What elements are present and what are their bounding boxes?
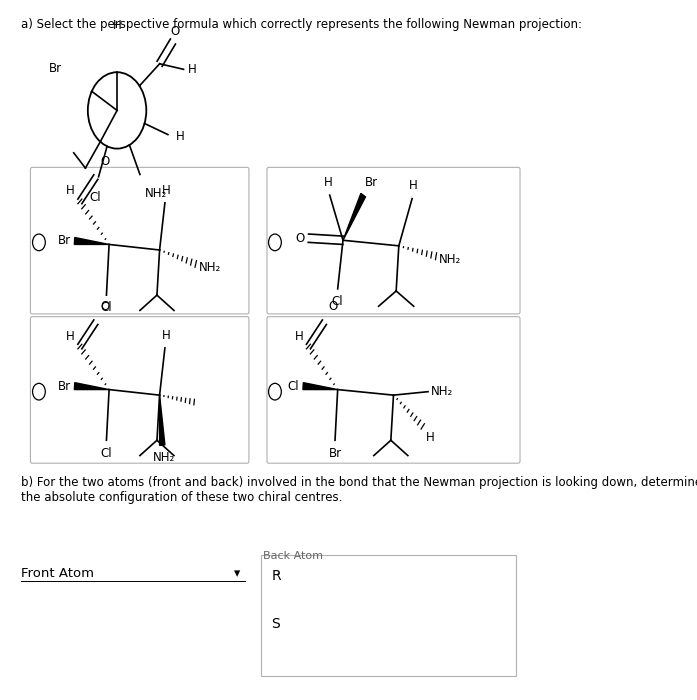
Text: H: H [323,176,332,189]
Text: Back Atom: Back Atom [263,552,323,561]
Text: H: H [294,330,303,342]
Text: NH₂: NH₂ [439,253,461,266]
Text: O: O [100,300,109,313]
FancyBboxPatch shape [267,316,520,463]
Text: b) For the two atoms (front and back) involved in the bond that the Newman proje: b) For the two atoms (front and back) in… [22,477,697,505]
Text: H: H [66,185,75,197]
Polygon shape [303,383,337,390]
Text: Cl: Cl [288,379,300,393]
Text: H: H [425,431,434,444]
Text: H: H [162,329,171,342]
Text: O: O [100,155,109,168]
Text: Cl: Cl [100,302,112,314]
Text: O: O [170,25,179,38]
Text: Cl: Cl [90,190,101,204]
Text: Br: Br [58,234,71,248]
Text: Br: Br [58,379,71,393]
Text: Front Atom: Front Atom [22,567,94,580]
Text: a) Select the perspective formula which correctly represents the following Newma: a) Select the perspective formula which … [22,18,583,31]
FancyBboxPatch shape [31,316,249,463]
Text: H: H [162,183,171,197]
Text: H: H [409,179,418,193]
Polygon shape [75,383,109,390]
Text: Cl: Cl [332,295,344,308]
Polygon shape [75,237,109,244]
Text: NH₂: NH₂ [144,187,167,199]
Text: S: S [271,617,280,631]
FancyBboxPatch shape [267,167,520,314]
Text: Cl: Cl [100,447,112,459]
Text: NH₂: NH₂ [431,385,453,398]
Text: Br: Br [328,447,342,459]
Text: O: O [329,300,338,313]
Text: NH₂: NH₂ [199,261,221,274]
Text: R: R [271,568,281,582]
Text: H: H [176,130,185,143]
Text: Br: Br [365,176,378,189]
Text: H: H [66,330,75,342]
Text: ▾: ▾ [234,567,240,580]
Text: Br: Br [48,62,61,75]
Text: H: H [113,19,122,32]
Text: NH₂: NH₂ [153,452,175,464]
FancyBboxPatch shape [31,167,249,314]
Polygon shape [160,395,165,445]
FancyBboxPatch shape [261,555,516,676]
Text: H: H [187,63,197,76]
Text: O: O [296,232,305,245]
Polygon shape [343,193,365,240]
